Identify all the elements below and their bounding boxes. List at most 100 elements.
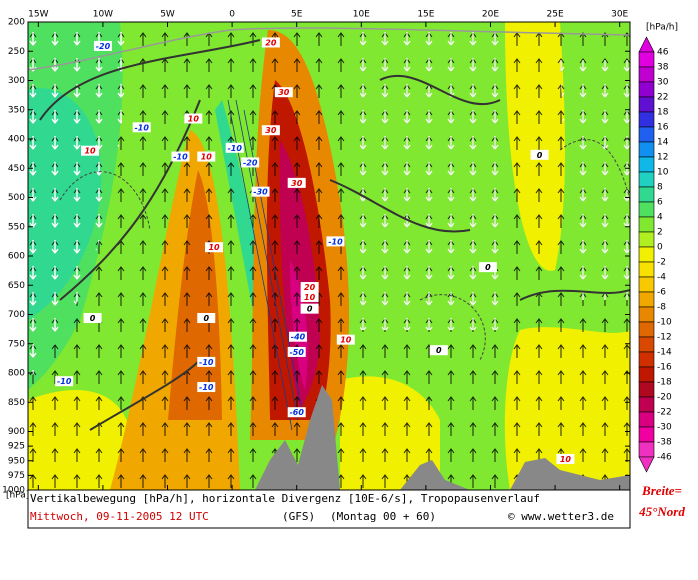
colorbar-tick-label: 10: [657, 168, 669, 178]
contour-label: 10: [201, 153, 213, 162]
contour-label-box: [261, 37, 280, 48]
colorbar-tick-label: 14: [657, 138, 669, 148]
contour-label-box: [132, 122, 151, 133]
colorbar-tick-label: -22: [657, 408, 672, 418]
contour-label-box: [225, 142, 244, 153]
colorbar-swatch: [638, 411, 655, 428]
colorbar-tick-label: 46: [657, 48, 669, 58]
colorbar-tick-label: -8: [657, 303, 666, 313]
footer-title: Vertikalbewegung [hPa/h], horizontale Di…: [30, 492, 540, 505]
colorbar-label: [hPa/h]: [646, 23, 678, 33]
colorbar-swatch: [638, 171, 655, 188]
y-axis-label: [hPa]: [6, 491, 29, 501]
x-tick-label: 15E: [417, 10, 434, 20]
colorbar-swatch: [638, 96, 655, 113]
side-label: 45°Nord: [638, 504, 685, 519]
y-tick-label: 800: [8, 369, 25, 379]
contour-label-box: [251, 186, 270, 197]
contour-label-box: [478, 262, 497, 273]
contour-label: -40: [291, 333, 306, 342]
contour-label-box: [83, 313, 102, 324]
contour-label: 10: [340, 336, 352, 345]
y-tick-label: 300: [8, 76, 25, 86]
contour-label-box: [287, 346, 306, 357]
footer-model: (GFS): [282, 510, 315, 523]
colorbar-tip: [638, 456, 655, 473]
contour-label: 30: [291, 179, 303, 188]
contour-label-box: [287, 407, 306, 418]
y-tick-label: 900: [8, 427, 25, 437]
colorbar-tick-label: -10: [657, 318, 672, 328]
colorbar-tick-label: -14: [657, 348, 672, 358]
colorbar-tick-label: 8: [657, 183, 663, 193]
colorbar-tick-label: -20: [657, 393, 672, 403]
contour-label: 10: [84, 147, 96, 156]
contour-label-box: [261, 125, 280, 136]
colorbar-swatch: [638, 186, 655, 203]
field: [28, 22, 630, 490]
colorbar-tick-label: -46: [657, 453, 672, 463]
y-tick-label: 950: [8, 456, 25, 466]
contour-label-box: [288, 331, 307, 342]
contour-label: 0: [307, 305, 313, 314]
colorbar: 46 38 30 22 18 16 14 12 10 8 6 4 2 0 -2 -4 -6 -8 -10 -12 -14…: [638, 36, 672, 473]
contour-label-box: [300, 282, 319, 293]
contour-label: 10: [188, 115, 200, 124]
colorbar-swatch: [638, 111, 655, 128]
contour-label: -60: [289, 408, 304, 417]
contour-label: -10: [134, 123, 149, 132]
footer-run: (Montag 00 + 60): [330, 510, 436, 523]
contour-label: -10: [57, 377, 72, 386]
y-tick-label: 500: [8, 193, 25, 203]
x-tick-label: 0: [229, 10, 235, 20]
y-tick-label: 975: [8, 471, 25, 481]
contour-label-box: [530, 149, 549, 160]
y-tick-label: 400: [8, 135, 25, 145]
contour-label-box: [81, 145, 100, 156]
colorbar-swatch: [638, 276, 655, 293]
y-tick-label: 550: [8, 222, 25, 232]
colorbar-tick-label: -2: [657, 258, 666, 268]
colorbar-swatch: [638, 321, 655, 338]
colorbar-tip: [638, 36, 655, 53]
contour-label-box: [336, 334, 355, 345]
contour-label-box: [197, 382, 216, 393]
x-tick-label: 20E: [482, 10, 499, 20]
y-tick-label: 925: [8, 442, 25, 452]
contour-label-box: [93, 40, 112, 51]
contour-label-box: [556, 453, 575, 464]
y-tick-label: 450: [8, 164, 25, 174]
colorbar-tick-label: 6: [657, 198, 663, 208]
contour-label: -10: [199, 358, 214, 367]
colorbar-swatch: [638, 336, 655, 353]
x-tick-label: 30E: [611, 10, 628, 20]
contour-label: 10: [208, 243, 220, 252]
colorbar-tick-label: -30: [657, 423, 672, 433]
colorbar-tick-label: 18: [657, 108, 669, 118]
contour-label-box: [287, 177, 306, 188]
x-tick-label: 15W: [28, 10, 48, 20]
colorbar-swatch: [638, 81, 655, 98]
contour-label: -20: [243, 158, 258, 167]
contour-label: 30: [278, 88, 290, 97]
contour-label: 10: [560, 455, 572, 464]
contour-label: 20: [265, 38, 277, 47]
contour-label-box: [197, 313, 216, 324]
colorbar-swatch: [638, 51, 655, 68]
contour-label: 0: [203, 314, 209, 323]
colorbar-tick-label: 22: [657, 93, 668, 103]
colorbar-tick-label: -12: [657, 333, 672, 343]
contour-label-box: [171, 151, 190, 162]
colorbar-swatch: [638, 291, 655, 308]
contour-label-box: [300, 303, 319, 314]
colorbar-swatch: [638, 66, 655, 83]
contour-label: 10: [304, 293, 316, 302]
colorbar-swatch: [638, 141, 655, 158]
contour-label-box: [55, 376, 74, 387]
y-tick-label: 600: [8, 252, 25, 262]
colorbar-swatch: [638, 231, 655, 248]
colorbar-tick-label: -38: [657, 438, 672, 448]
colorbar-swatch: [638, 366, 655, 383]
colorbar-swatch: [638, 351, 655, 368]
